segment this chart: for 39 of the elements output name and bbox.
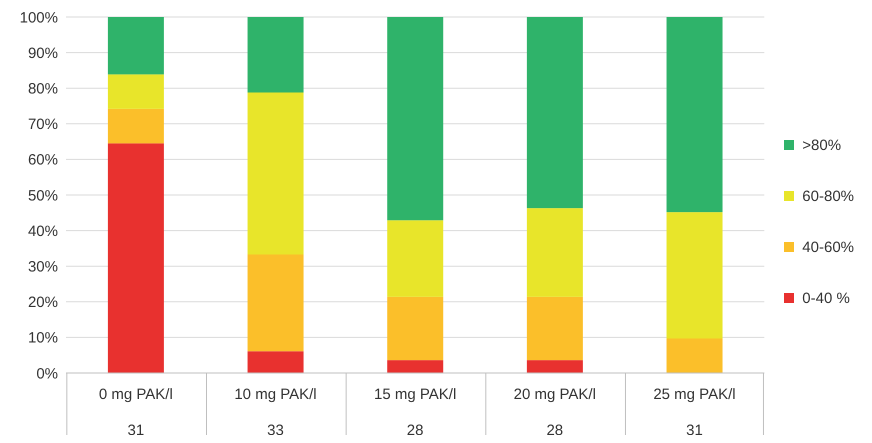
- y-tick-label: 80%: [28, 80, 58, 98]
- bar: [666, 17, 723, 212]
- bar: [526, 17, 583, 208]
- bar: [526, 208, 583, 297]
- y-tick-label: 20%: [28, 294, 58, 312]
- bar: [248, 351, 304, 373]
- y-tick-label: 10%: [28, 330, 58, 347]
- bar: [387, 296, 444, 360]
- legend-label: >80%: [802, 136, 842, 154]
- y-tick-label: 30%: [28, 258, 58, 276]
- bar: [248, 254, 304, 352]
- bar: [666, 212, 723, 338]
- category-label: 0 mg PAK/l 31: [98, 386, 173, 439]
- y-tick-label: 50%: [28, 187, 58, 204]
- y-tick-label: 90%: [28, 44, 58, 62]
- bar: [666, 338, 723, 373]
- category-label: 15 mg PAK/l 28: [374, 386, 456, 439]
- bar: [387, 220, 444, 297]
- bar: [387, 360, 444, 373]
- legend-label: 60-80%: [802, 188, 854, 204]
- y-tick-label: 100%: [20, 9, 58, 26]
- category-label: 20 mg PAK/l 28: [514, 386, 596, 439]
- bar: [108, 74, 164, 109]
- legend-label: 40-60%: [802, 238, 854, 256]
- bar: [108, 108, 164, 144]
- y-tick-label: 0%: [36, 365, 58, 382]
- bar: [248, 92, 304, 254]
- bar: [526, 360, 583, 373]
- bar: [108, 143, 164, 373]
- y-tick-label: 40%: [28, 222, 58, 240]
- y-tick-label: 60%: [28, 152, 58, 169]
- category-label: 25 mg PAK/l 31: [653, 386, 736, 439]
- legend-label: 0-40 %: [802, 290, 850, 306]
- bar: [108, 17, 164, 74]
- category-label: 10 mg PAK/l 33: [234, 386, 317, 439]
- bar: [526, 296, 583, 360]
- bar: [248, 17, 304, 92]
- y-tick-label: 70%: [28, 116, 58, 134]
- bar: [387, 17, 444, 220]
